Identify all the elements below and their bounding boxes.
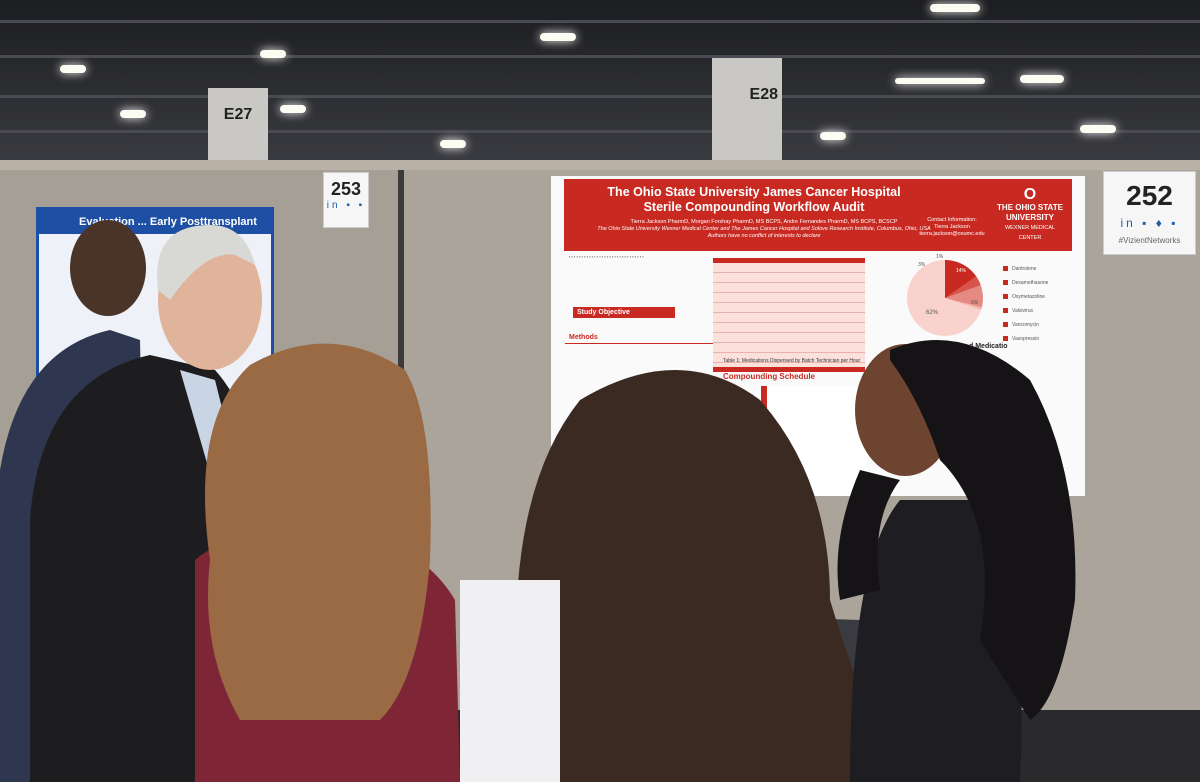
attendee-curly-hair xyxy=(837,470,900,600)
contact-info: Contact Information: Tierra Jackson tier… xyxy=(902,217,1002,238)
pie-label: 3% xyxy=(918,262,926,268)
ceiling-beam xyxy=(0,20,1200,23)
booth-number: 253 xyxy=(330,179,362,199)
ceiling-light xyxy=(1020,75,1064,83)
table-row xyxy=(713,293,865,303)
pillar-sign-e27: E27 xyxy=(208,88,268,163)
contact-email: tierra.jackson@osumc.edu xyxy=(919,231,985,237)
legend-item: Oxymetazoline xyxy=(1003,290,1048,304)
social-icons: in ▪ ♦ ▪ xyxy=(1120,216,1179,230)
contact-name: Tierra Jackson xyxy=(934,224,970,230)
attendee-curly-hair xyxy=(890,340,1076,720)
table-row xyxy=(713,273,865,283)
logo-line: THE OHIO STATE xyxy=(997,203,1063,212)
attendee-black-top xyxy=(850,500,1022,782)
contact-label: Contact Information: xyxy=(927,217,977,223)
background-text: ▪ ▪ ▪ ▪ ▪ ▪ ▪ ▪ ▪ ▪ ▪ ▪ ▪ ▪ ▪ ▪ ▪ ▪ ▪ ▪ … xyxy=(569,254,644,259)
table-row xyxy=(713,343,865,353)
legend-item: Dexamethasone xyxy=(1003,276,1048,290)
distribution-pie-chart xyxy=(907,260,983,336)
authors-text: Tierra Jackson PharmD, Morgan Forshay Ph… xyxy=(630,219,898,225)
section-background: Background xyxy=(565,238,713,250)
table-row xyxy=(713,333,865,343)
table-row xyxy=(713,283,865,293)
table-row xyxy=(713,303,865,313)
attendee-long-hair xyxy=(205,343,431,720)
attendee-dark-hair xyxy=(516,370,900,782)
ceiling-beam xyxy=(0,55,1200,58)
poster-title-line: Sterile Compounding Workflow Audit xyxy=(643,200,865,214)
pie-label: 6% xyxy=(971,300,979,306)
ceiling-light xyxy=(540,33,576,41)
ceiling-beam xyxy=(0,130,1200,133)
pie-label: 1% xyxy=(936,254,944,260)
ceiling-light xyxy=(440,140,466,148)
section-schedule: Compounding Schedule xyxy=(723,372,815,381)
logo-subtitle: WEXNER MEDICAL CENTER xyxy=(1004,225,1056,241)
booth-number-card: 252 in ▪ ♦ ▪ #VizientNetworks xyxy=(1103,171,1196,255)
booth-number-card: 253 in ▪ ▪ xyxy=(323,172,369,228)
ceiling: E27 E28 xyxy=(0,0,1200,165)
table-row xyxy=(713,353,865,363)
booth-number: 252 xyxy=(1126,180,1173,211)
legend-item: Vasopressin xyxy=(1003,332,1048,346)
osu-logo: O THE OHIO STATE UNIVERSITY WEXNER MEDIC… xyxy=(994,187,1066,243)
poster-title-line: The Ohio State University James Cancer H… xyxy=(607,185,901,199)
poster-authors: Tierra Jackson PharmD, Morgan Forshay Ph… xyxy=(584,219,944,240)
table-caption: Table 1: Medications Dispensed by Batch … xyxy=(723,358,861,364)
ceiling-light xyxy=(60,65,86,73)
ceiling-light xyxy=(930,4,980,12)
pie-label: 62% xyxy=(926,310,939,316)
table-row xyxy=(713,313,865,323)
osu-block-o-icon: O xyxy=(1023,186,1037,203)
table-row xyxy=(713,323,865,333)
poster-header: The Ohio State University James Cancer H… xyxy=(564,179,1072,251)
ceiling-light xyxy=(120,110,146,118)
section-study-objective: Study Objective xyxy=(573,307,675,318)
pie-legend: Dantrolene Dexamethasone Oxymetazoline V… xyxy=(1003,262,1048,346)
ceiling-light xyxy=(820,132,846,140)
affiliation-text: The Ohio State University Wexner Medical… xyxy=(597,226,931,232)
pie-label: 14% xyxy=(956,268,967,274)
poster-left-title: Evaluation ... Early Posttransplant xyxy=(39,210,271,234)
legend-item: Dantrolene xyxy=(1003,262,1048,276)
attendee-head xyxy=(70,220,146,316)
social-icons: in ▪ ▪ xyxy=(326,200,366,211)
pillar-sign-e28: E28 xyxy=(712,58,782,163)
logo-line: UNIVERSITY xyxy=(1005,213,1054,222)
section-methods: Methods xyxy=(565,332,713,344)
ceiling-light xyxy=(260,50,286,58)
pillar-label: E28 xyxy=(749,86,778,103)
poster-title: The Ohio State University James Cancer H… xyxy=(564,185,944,215)
pillar-label: E27 xyxy=(223,106,253,123)
table-row xyxy=(713,263,865,273)
ceiling-light xyxy=(1080,125,1116,133)
batch-table xyxy=(713,258,865,372)
ceiling-beam xyxy=(0,95,1200,98)
legend-item: Valsivirus xyxy=(1003,304,1048,318)
side-label: d Medicatio xyxy=(969,343,1008,350)
legend-item: Vancomycin xyxy=(1003,318,1048,332)
ceiling-light xyxy=(895,78,985,84)
display-table xyxy=(460,580,560,782)
section-distribution: Distribution of Compounding: Batch xyxy=(723,242,862,251)
disclosure-text: Authors have no conflict of interests to… xyxy=(707,233,821,239)
attendee-grey-hair xyxy=(157,225,255,300)
ceiling-light xyxy=(280,105,306,113)
hashtag: #VizientNetworks xyxy=(1118,236,1181,245)
